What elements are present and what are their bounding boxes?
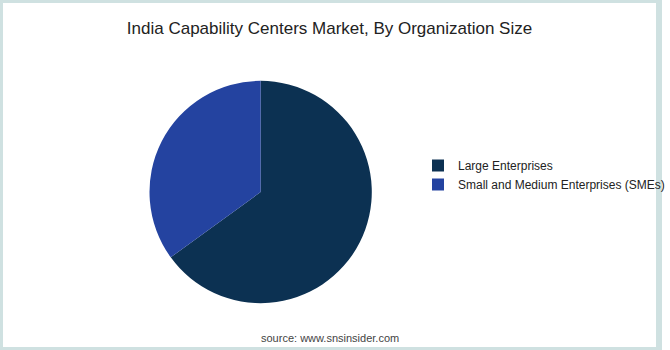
svg-text:Large Enterprises: Large Enterprises [458, 159, 553, 173]
svg-text:source: www.snsinsider.com: source: www.snsinsider.com [261, 332, 399, 344]
svg-text:Small and Medium Enterprises (: Small and Medium Enterprises (SMEs) [458, 178, 665, 192]
svg-text:India Capability Centers Marke: India Capability Centers Market, By Orga… [127, 19, 532, 38]
